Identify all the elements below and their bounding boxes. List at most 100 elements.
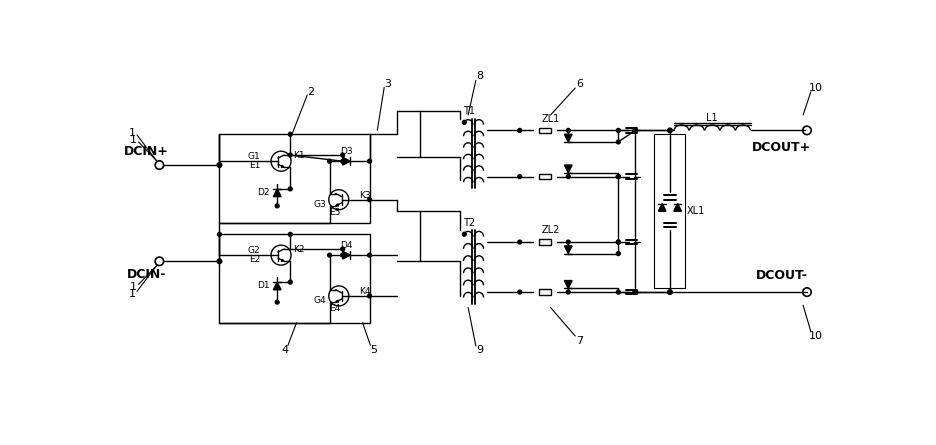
Circle shape	[617, 240, 621, 244]
Circle shape	[368, 159, 372, 163]
Text: D4: D4	[341, 241, 353, 251]
Circle shape	[329, 286, 349, 306]
Circle shape	[341, 159, 344, 163]
Circle shape	[341, 247, 344, 251]
Polygon shape	[564, 246, 572, 254]
Text: 4: 4	[282, 345, 288, 355]
Text: 10: 10	[810, 331, 823, 341]
Text: ZL1: ZL1	[541, 114, 560, 124]
Circle shape	[275, 204, 279, 208]
Bar	[539, 289, 551, 295]
Text: K3: K3	[359, 190, 372, 199]
Text: G2: G2	[248, 246, 260, 255]
Text: K2: K2	[293, 245, 305, 254]
Text: 2: 2	[307, 87, 314, 97]
Circle shape	[617, 175, 621, 178]
Circle shape	[803, 288, 812, 296]
Circle shape	[288, 132, 292, 136]
Bar	[219, 235, 370, 323]
Circle shape	[288, 187, 292, 191]
Polygon shape	[343, 158, 350, 165]
Polygon shape	[282, 259, 284, 262]
Text: 1: 1	[130, 282, 137, 292]
Polygon shape	[336, 300, 339, 303]
Bar	[539, 128, 551, 133]
Polygon shape	[564, 134, 572, 142]
Circle shape	[803, 126, 812, 135]
Polygon shape	[658, 203, 666, 211]
Circle shape	[368, 294, 372, 298]
Bar	[219, 134, 370, 223]
Text: 1: 1	[130, 135, 137, 145]
Text: 6: 6	[577, 79, 583, 89]
Text: T1: T1	[462, 106, 475, 116]
Bar	[654, 134, 685, 288]
Text: 1: 1	[129, 128, 136, 138]
Circle shape	[328, 253, 331, 257]
Circle shape	[634, 129, 637, 132]
Text: DCOUT+: DCOUT+	[752, 141, 812, 154]
Circle shape	[667, 290, 672, 295]
Text: L1: L1	[707, 113, 718, 123]
Circle shape	[217, 163, 222, 167]
Text: D2: D2	[257, 188, 270, 197]
Text: G3: G3	[314, 200, 327, 209]
Circle shape	[288, 153, 292, 157]
Text: 7: 7	[577, 336, 583, 346]
Text: K4: K4	[359, 287, 371, 296]
Circle shape	[617, 140, 621, 144]
Polygon shape	[674, 203, 681, 211]
Text: E1: E1	[249, 162, 260, 170]
Text: DCOUT-: DCOUT-	[755, 269, 808, 282]
Circle shape	[633, 128, 637, 133]
Circle shape	[617, 129, 621, 132]
Circle shape	[271, 245, 291, 265]
Circle shape	[518, 240, 521, 244]
Text: ZL2: ZL2	[541, 226, 560, 235]
Circle shape	[288, 280, 292, 284]
Text: D3: D3	[340, 147, 353, 157]
Circle shape	[329, 190, 349, 210]
Circle shape	[617, 240, 621, 244]
Text: DCIN-: DCIN-	[126, 268, 166, 281]
Circle shape	[217, 232, 222, 236]
Circle shape	[617, 252, 621, 255]
Bar	[539, 174, 551, 179]
Text: G1: G1	[247, 152, 260, 161]
Circle shape	[617, 290, 621, 294]
Text: DCIN+: DCIN+	[124, 146, 168, 158]
Text: E5: E5	[329, 207, 341, 217]
Circle shape	[617, 175, 621, 178]
Circle shape	[341, 153, 344, 157]
Text: 5: 5	[370, 345, 377, 355]
Polygon shape	[564, 280, 572, 288]
Circle shape	[288, 232, 292, 236]
Text: E2: E2	[249, 255, 260, 264]
Circle shape	[462, 121, 466, 124]
Circle shape	[518, 129, 521, 132]
Polygon shape	[273, 282, 281, 290]
Text: E4: E4	[329, 304, 341, 313]
Text: D1: D1	[256, 281, 270, 291]
Circle shape	[271, 151, 291, 171]
Circle shape	[368, 198, 372, 202]
Circle shape	[566, 175, 570, 178]
Circle shape	[341, 253, 344, 257]
Circle shape	[518, 290, 521, 294]
Circle shape	[275, 300, 279, 304]
Circle shape	[368, 253, 372, 257]
Circle shape	[155, 161, 164, 169]
Text: 9: 9	[476, 345, 483, 355]
Text: XL1: XL1	[687, 206, 705, 216]
Circle shape	[566, 240, 570, 244]
Bar	[539, 239, 551, 245]
Circle shape	[217, 259, 222, 263]
Polygon shape	[282, 166, 284, 168]
Circle shape	[566, 129, 570, 132]
Circle shape	[518, 175, 521, 178]
Polygon shape	[343, 251, 350, 259]
Text: 1: 1	[129, 289, 136, 299]
Circle shape	[633, 290, 637, 295]
Circle shape	[155, 257, 164, 266]
Text: 10: 10	[810, 83, 823, 93]
